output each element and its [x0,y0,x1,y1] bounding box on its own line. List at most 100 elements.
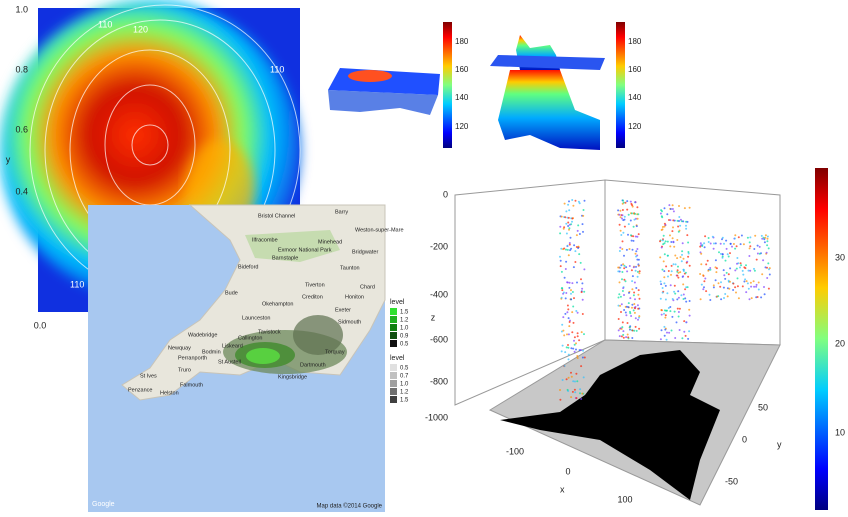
volume-point [621,209,624,211]
volume-point [562,291,565,294]
volume-point [755,283,758,286]
volume-point [625,266,628,269]
volume-point [703,242,706,245]
volume-point [562,316,565,319]
volume-point [638,297,641,300]
legend-label: 1.5 [400,398,409,404]
volume-point [580,365,583,368]
volume-point [565,346,568,349]
volume-point [636,258,639,261]
volume-point [568,223,571,226]
volume-point [660,283,663,286]
z-tick-label: -200 [430,241,448,251]
volume-point [719,242,722,245]
volume-point [673,284,676,287]
volume-point [672,263,675,266]
volume-point [734,286,737,289]
volume-point [663,312,665,315]
volume-point [761,273,764,276]
volume-point [563,334,566,337]
volume-point [752,280,755,283]
volume-point [630,315,633,317]
volume-point [627,213,630,216]
place-label: Bristol Channel [258,213,295,219]
volume-point [638,327,641,330]
volume-point [679,224,682,227]
volume-point [743,266,746,269]
volume-point [677,276,680,279]
volume-point [633,329,636,332]
volume-point [617,318,620,320]
volume-point [582,349,585,352]
place-label: Barnstaple [272,255,298,261]
volume-point [563,226,566,229]
volume-point [580,291,583,294]
volume-point [618,223,621,226]
volume-point [725,247,728,250]
volume-point [567,344,569,346]
volume-point [729,252,731,255]
volume-point [574,199,577,202]
volume-point [753,248,756,250]
volume-point [627,302,630,305]
volume-point [619,229,622,232]
volume-point [683,320,686,323]
place-label: Barry [335,209,348,215]
volume-point [583,199,586,202]
y-tick-label: 0 [742,434,747,444]
place-label: Crediton [302,294,323,300]
volume-point [688,314,691,317]
volume-point [666,292,669,295]
volume-point [707,237,710,239]
volume-point [667,270,670,272]
volume-point [764,266,767,269]
place-label: Liskeard [222,343,243,349]
volume-point [637,289,640,292]
surface-base [328,90,438,115]
volume-point [619,295,622,298]
volume-point [674,292,677,295]
volume-point [734,247,737,250]
volume-point [582,230,584,233]
volume-point [662,243,665,246]
volume-point [582,376,585,379]
y-tick-label: 50 [758,402,768,412]
volume-point [561,379,564,381]
volume-point [660,246,663,249]
volume-point [631,248,634,251]
volume-point [636,248,639,250]
volume-point [676,274,679,277]
volume-point [575,397,578,400]
volume-point [661,239,664,242]
volume-point [568,325,571,328]
volume-point [581,223,584,226]
volume-point [619,209,622,212]
volume-point [683,330,686,333]
volume-point [715,271,718,274]
volume-point [627,233,629,236]
z-tick-label: -800 [430,376,448,386]
z-tick-label: -600 [430,334,448,344]
volume-point [635,217,637,220]
volume-point [682,283,685,286]
volume-point [638,315,641,318]
volume-point [661,291,664,294]
x-tick-label: -100 [506,446,524,456]
volume-point [631,275,634,278]
volume-point [632,235,635,238]
legend-swatch [390,324,397,331]
volume-point [671,230,674,233]
volume-point [702,274,705,277]
volume-point [617,270,620,273]
volume-point [674,337,677,339]
volume-point [580,331,583,334]
volume-point [625,314,628,317]
volume-point [686,286,689,289]
legend-swatch [390,396,397,403]
y-tick-label: 1.0 [15,4,28,14]
volume-point [745,264,747,267]
volume-point [735,245,738,248]
volume-point [711,235,714,238]
volume-point [661,210,663,213]
